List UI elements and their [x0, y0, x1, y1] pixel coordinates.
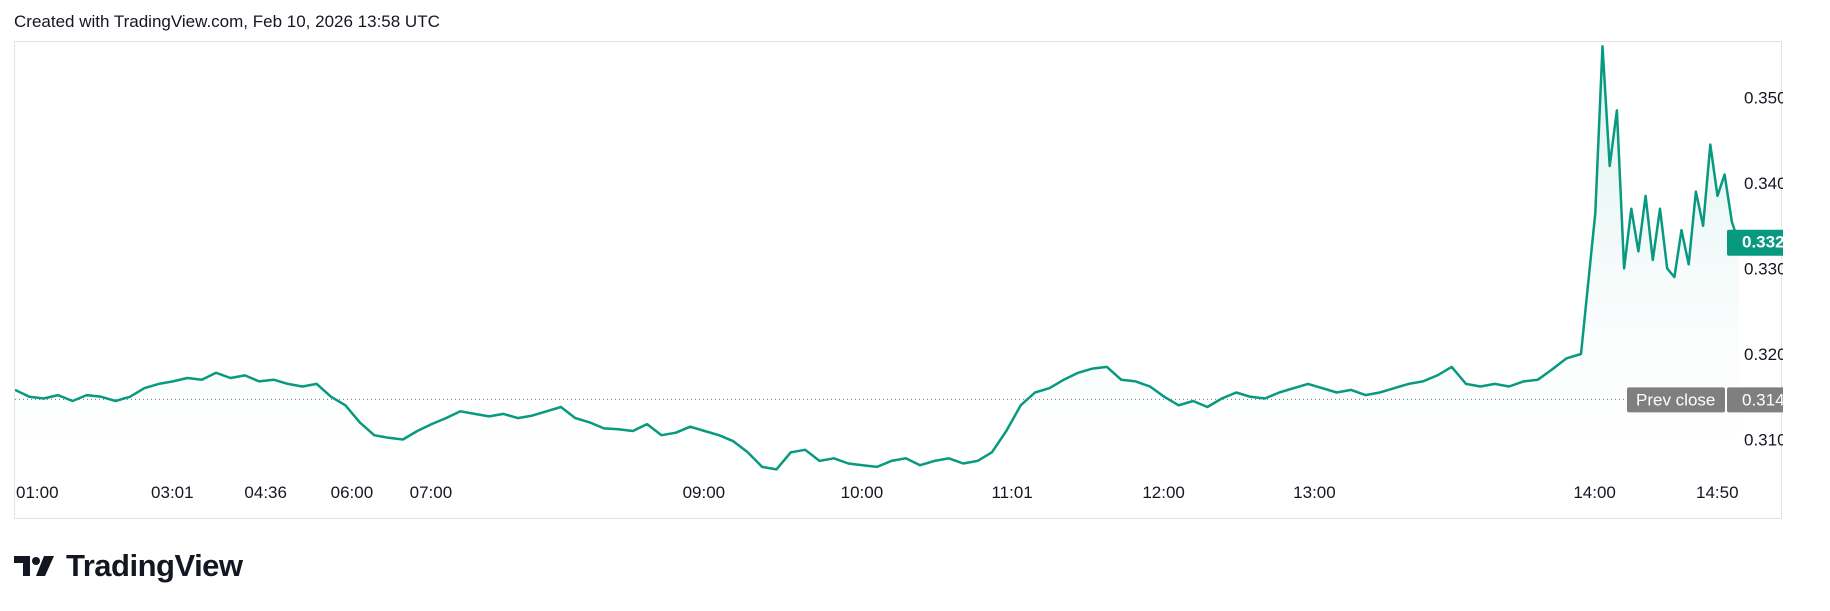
tradingview-logo-icon — [14, 556, 54, 576]
prev-close-label: Prev close — [1636, 390, 1715, 409]
x-tick-label: 11:01 — [991, 483, 1032, 502]
x-tick-label: 12:00 — [1142, 483, 1185, 502]
x-tick-label: 14:50 — [1696, 483, 1739, 502]
x-tick-label: 07:00 — [410, 483, 453, 502]
x-tick-label: 09:00 — [683, 483, 726, 502]
tradingview-logo[interactable]: TradingView — [14, 548, 243, 584]
x-tick-label: 04:36 — [244, 483, 287, 502]
x-tick-label: 06:00 — [331, 483, 374, 502]
price-area — [15, 46, 1739, 473]
x-tick-label: 01:00 — [16, 483, 59, 502]
prev-close-label-box — [1627, 387, 1725, 413]
x-tick-label: 13:00 — [1293, 483, 1336, 502]
x-tick-label: 14:00 — [1573, 483, 1616, 502]
last-price-badge: 0.3329 — [1727, 229, 1783, 256]
price-line — [15, 45, 1741, 471]
last-price-label: 0.3329 — [1742, 233, 1783, 252]
last-price-box — [1727, 229, 1783, 256]
x-axis: 01:00 03:01 04:36 06:00 07:00 09:00 10:00 11:01… — [16, 483, 1739, 502]
x-tick-label: 10:00 — [841, 483, 884, 502]
logo-wordmark: TradingView — [66, 548, 243, 583]
chart-caption: Created with TradingView.com, Feb 10, 20… — [14, 12, 440, 31]
prev-close-badge: Prev close 0.3147 — [1627, 387, 1783, 413]
prev-close-value: 0.3147 — [1742, 390, 1783, 409]
prev-close-value-box — [1727, 387, 1783, 413]
x-tick-label: 03:01 — [151, 483, 194, 502]
